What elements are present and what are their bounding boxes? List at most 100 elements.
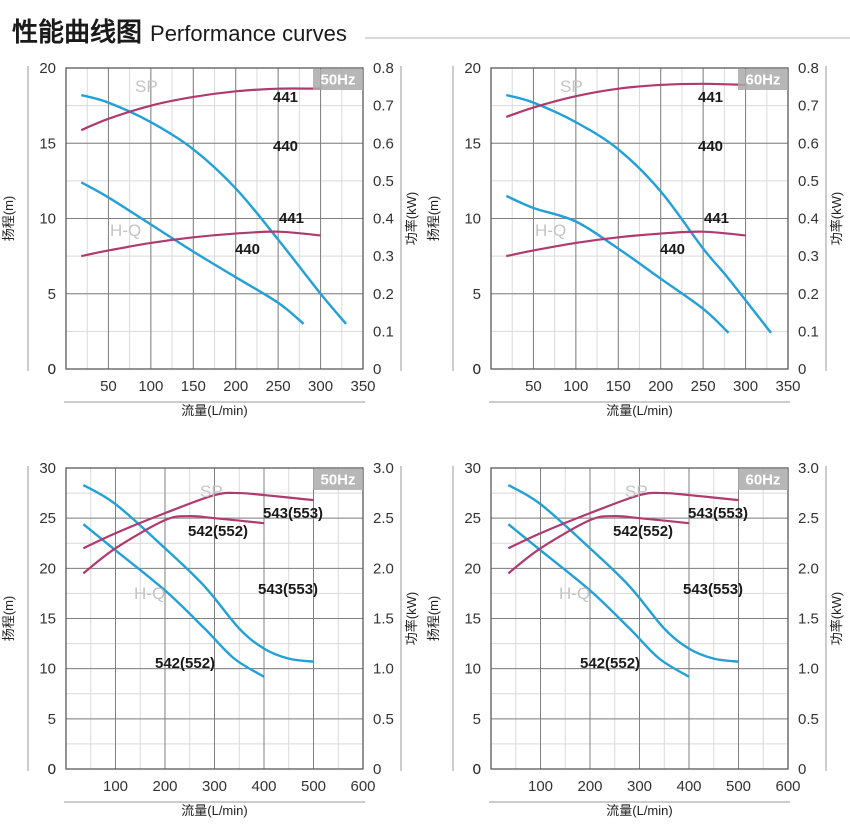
svg-text:400: 400: [676, 778, 701, 795]
svg-text:200: 200: [223, 378, 248, 395]
svg-text:100: 100: [138, 378, 163, 395]
svg-text:2.5: 2.5: [798, 510, 819, 527]
svg-text:流量(L/min): 流量(L/min): [181, 803, 247, 818]
svg-text:H-Q: H-Q: [110, 221, 141, 240]
svg-text:30: 30: [39, 460, 56, 477]
svg-text:0.7: 0.7: [798, 98, 819, 115]
svg-text:0.5: 0.5: [373, 711, 394, 728]
svg-text:542(552): 542(552): [155, 655, 215, 672]
svg-text:0.1: 0.1: [373, 323, 394, 340]
svg-text:0.5: 0.5: [798, 173, 819, 190]
svg-text:2.0: 2.0: [373, 560, 394, 577]
svg-text:0: 0: [798, 761, 806, 778]
svg-text:30: 30: [464, 460, 481, 477]
svg-text:15: 15: [39, 611, 56, 628]
svg-text:0: 0: [373, 761, 381, 778]
svg-text:0: 0: [473, 761, 481, 778]
svg-text:350: 350: [775, 378, 800, 395]
svg-text:100: 100: [103, 778, 128, 795]
svg-text:0.4: 0.4: [798, 211, 819, 228]
svg-text:25: 25: [39, 510, 56, 527]
svg-text:0.6: 0.6: [798, 135, 819, 152]
svg-text:2.5: 2.5: [373, 510, 394, 527]
svg-text:0.3: 0.3: [798, 248, 819, 265]
svg-text:0: 0: [373, 361, 381, 378]
svg-text:0: 0: [473, 361, 481, 378]
svg-text:440: 440: [698, 138, 723, 155]
svg-text:20: 20: [39, 560, 56, 577]
svg-text:250: 250: [691, 378, 716, 395]
svg-text:600: 600: [350, 778, 375, 795]
svg-text:20: 20: [464, 560, 481, 577]
svg-text:3.0: 3.0: [798, 460, 819, 477]
svg-text:0.2: 0.2: [373, 286, 394, 303]
svg-text:1.0: 1.0: [798, 661, 819, 678]
svg-text:0: 0: [48, 761, 56, 778]
svg-text:600: 600: [775, 778, 800, 795]
svg-text:H-Q: H-Q: [134, 584, 165, 603]
svg-text:2.0: 2.0: [798, 560, 819, 577]
svg-text:功率(kW): 功率(kW): [404, 192, 419, 245]
svg-text:扬程(m): 扬程(m): [426, 196, 441, 242]
svg-text:扬程(m): 扬程(m): [426, 596, 441, 642]
svg-text:SP: SP: [625, 482, 648, 501]
svg-text:0.7: 0.7: [373, 98, 394, 115]
svg-text:流量(L/min): 流量(L/min): [606, 803, 672, 818]
svg-text:流量(L/min): 流量(L/min): [606, 403, 672, 418]
svg-text:300: 300: [202, 778, 227, 795]
svg-text:15: 15: [464, 135, 481, 152]
svg-text:0.2: 0.2: [798, 286, 819, 303]
svg-text:200: 200: [152, 778, 177, 795]
svg-text:0.1: 0.1: [798, 323, 819, 340]
svg-text:0: 0: [48, 361, 56, 378]
svg-text:H-Q: H-Q: [535, 221, 566, 240]
svg-text:60Hz: 60Hz: [745, 472, 780, 489]
svg-text:543(553): 543(553): [688, 505, 748, 522]
svg-text:400: 400: [251, 778, 276, 795]
svg-text:25: 25: [464, 510, 481, 527]
svg-text:20: 20: [39, 60, 56, 77]
svg-text:10: 10: [464, 661, 481, 678]
svg-text:3.0: 3.0: [373, 460, 394, 477]
svg-text:441: 441: [704, 210, 729, 227]
svg-text:5: 5: [473, 286, 481, 303]
svg-text:SP: SP: [560, 77, 583, 96]
svg-text:440: 440: [235, 241, 260, 258]
svg-text:500: 500: [726, 778, 751, 795]
svg-text:150: 150: [181, 378, 206, 395]
svg-text:0.8: 0.8: [373, 60, 394, 77]
svg-text:300: 300: [308, 378, 333, 395]
svg-text:0.3: 0.3: [373, 248, 394, 265]
svg-text:扬程(m): 扬程(m): [1, 196, 16, 242]
svg-text:100: 100: [563, 378, 588, 395]
svg-text:0.5: 0.5: [798, 711, 819, 728]
svg-text:10: 10: [39, 661, 56, 678]
svg-text:441: 441: [279, 210, 304, 227]
svg-text:542(552): 542(552): [580, 655, 640, 672]
svg-text:0.5: 0.5: [373, 173, 394, 190]
svg-text:15: 15: [39, 135, 56, 152]
svg-text:流量(L/min): 流量(L/min): [181, 403, 247, 418]
svg-text:0: 0: [798, 361, 806, 378]
svg-text:50Hz: 50Hz: [320, 472, 355, 489]
svg-text:50: 50: [525, 378, 542, 395]
svg-text:功率(kW): 功率(kW): [829, 192, 844, 245]
svg-text:500: 500: [301, 778, 326, 795]
svg-text:542(552): 542(552): [613, 523, 673, 540]
svg-text:10: 10: [39, 211, 56, 228]
svg-text:功率(kW): 功率(kW): [829, 592, 844, 645]
svg-text:20: 20: [464, 60, 481, 77]
svg-text:15: 15: [464, 611, 481, 628]
svg-text:60Hz: 60Hz: [745, 72, 780, 89]
svg-text:0.6: 0.6: [373, 135, 394, 152]
svg-text:150: 150: [606, 378, 631, 395]
svg-text:542(552): 542(552): [188, 523, 248, 540]
svg-text:441: 441: [273, 89, 298, 106]
svg-text:543(553): 543(553): [263, 505, 323, 522]
svg-text:5: 5: [48, 286, 56, 303]
svg-text:441: 441: [698, 89, 723, 106]
svg-text:10: 10: [464, 211, 481, 228]
svg-text:100: 100: [528, 778, 553, 795]
svg-text:5: 5: [48, 711, 56, 728]
svg-text:300: 300: [627, 778, 652, 795]
